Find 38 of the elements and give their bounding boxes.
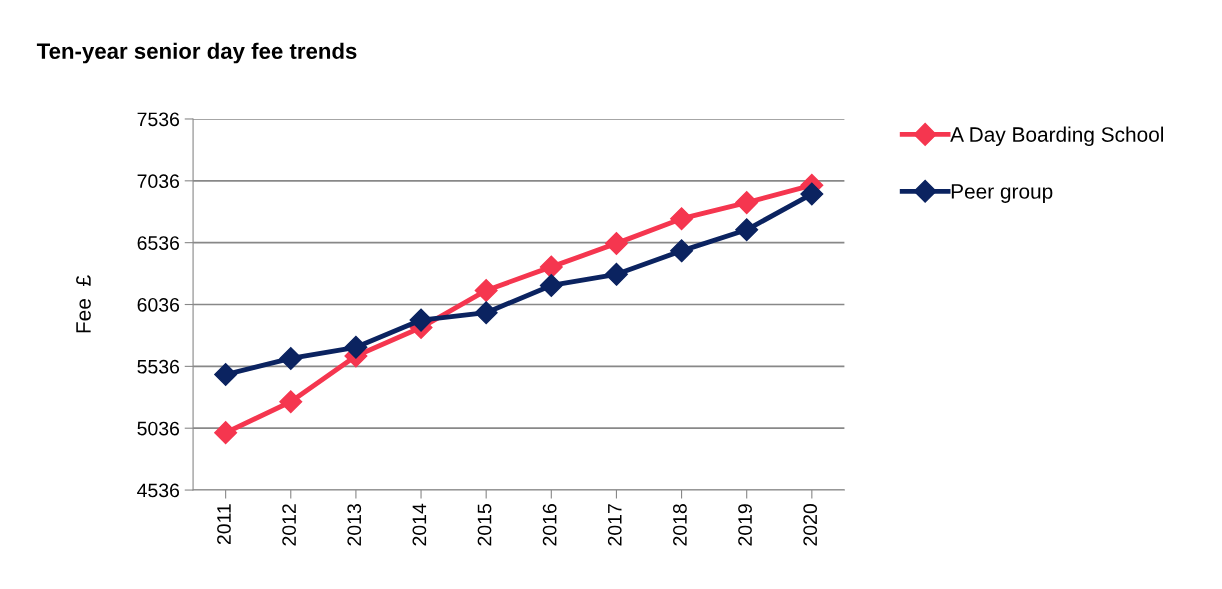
point: [409, 308, 433, 332]
point: [214, 363, 238, 387]
legend-label: A Day Boarding School: [950, 126, 1164, 147]
point: [735, 218, 759, 242]
point: [279, 390, 303, 414]
x-tick-label: 2015: [477, 504, 492, 546]
y-tick-label: 6036: [137, 297, 180, 312]
point: [539, 255, 563, 279]
y-tick-label: 7536: [137, 112, 180, 127]
point: [735, 191, 759, 215]
point: [344, 335, 368, 359]
x-tick-label: 2020: [803, 504, 818, 546]
point: [474, 301, 498, 325]
x-tick-label: 2017: [607, 504, 622, 546]
y-tick-label: 7036: [137, 174, 180, 189]
point: [539, 273, 563, 297]
point: [604, 262, 628, 286]
y-tick-label: 4536: [137, 483, 180, 498]
point: [800, 182, 824, 206]
point: [604, 231, 628, 255]
y-tick-label: 5036: [137, 421, 180, 436]
x-tick-label: 2018: [673, 504, 687, 546]
y-tick-label: 5536: [137, 359, 180, 374]
y-tick-label: 6536: [137, 236, 180, 250]
point: [474, 278, 498, 302]
x-tick-label: 2012: [282, 504, 296, 546]
x-tick-label: 2013: [347, 504, 362, 546]
x-tick-label: 2011: [217, 504, 231, 545]
point: [670, 239, 694, 263]
x-tick-label: 2016: [542, 504, 557, 546]
point: [279, 346, 303, 370]
y-axis-title: Fee £: [76, 275, 91, 333]
point: [670, 207, 694, 231]
point: [214, 421, 238, 445]
legend-label: Peer group: [951, 184, 1053, 203]
chart-title: Ten-year senior day fee trends: [36, 42, 357, 64]
x-tick-label: 2019: [738, 504, 752, 546]
x-tick-label: 2014: [412, 503, 427, 546]
